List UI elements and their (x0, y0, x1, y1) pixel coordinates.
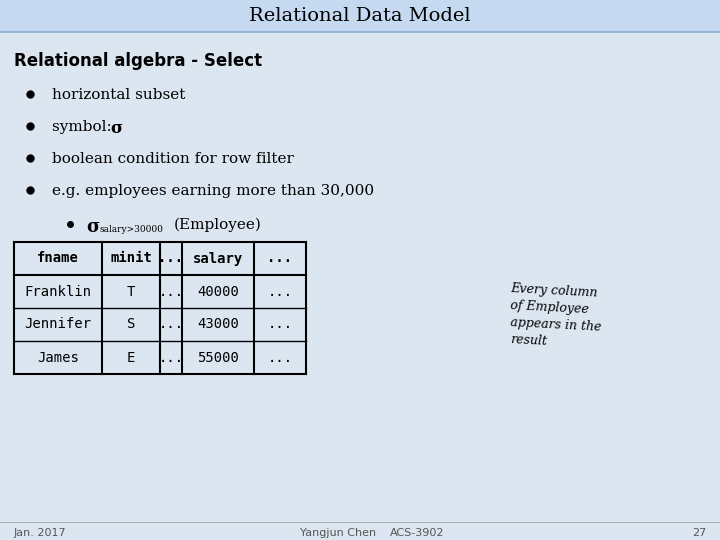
Text: ACS-3902: ACS-3902 (390, 528, 444, 538)
Text: ...: ... (158, 350, 184, 365)
Text: E: E (127, 350, 135, 365)
Text: symbol:: symbol: (52, 120, 117, 134)
Text: James: James (37, 350, 79, 365)
Text: Yangjun Chen: Yangjun Chen (300, 528, 376, 538)
Text: of Employee: of Employee (510, 299, 589, 316)
Text: S: S (127, 318, 135, 332)
Text: T: T (127, 285, 135, 299)
FancyBboxPatch shape (0, 0, 720, 32)
Text: minit: minit (110, 252, 152, 266)
Text: salary: salary (193, 252, 243, 266)
Text: appears in the: appears in the (510, 316, 602, 334)
Text: Franklin: Franklin (24, 285, 91, 299)
Text: σ: σ (86, 218, 99, 236)
Text: result: result (510, 333, 547, 348)
Text: ...: ... (267, 252, 292, 266)
Text: e.g. employees earning more than 30,000: e.g. employees earning more than 30,000 (52, 184, 374, 198)
Text: Jennifer: Jennifer (24, 318, 91, 332)
Text: ...: ... (158, 252, 184, 266)
Text: 55000: 55000 (197, 350, 239, 365)
Text: ...: ... (158, 285, 184, 299)
Text: (Employee): (Employee) (174, 218, 262, 232)
Text: Relational algebra - Select: Relational algebra - Select (14, 52, 262, 70)
Text: horizontal subset: horizontal subset (52, 88, 185, 102)
Text: ...: ... (158, 318, 184, 332)
Text: 27: 27 (692, 528, 706, 538)
Text: Relational Data Model: Relational Data Model (249, 7, 471, 25)
Text: Jan. 2017: Jan. 2017 (14, 528, 67, 538)
Text: 43000: 43000 (197, 318, 239, 332)
Text: ...: ... (267, 285, 292, 299)
Text: fname: fname (37, 252, 79, 266)
Text: 40000: 40000 (197, 285, 239, 299)
Text: salary>30000: salary>30000 (99, 225, 163, 234)
Text: ...: ... (267, 318, 292, 332)
Text: ...: ... (267, 350, 292, 365)
Text: boolean condition for row filter: boolean condition for row filter (52, 152, 294, 166)
Text: σ: σ (110, 120, 122, 137)
Text: Every column: Every column (510, 282, 598, 300)
